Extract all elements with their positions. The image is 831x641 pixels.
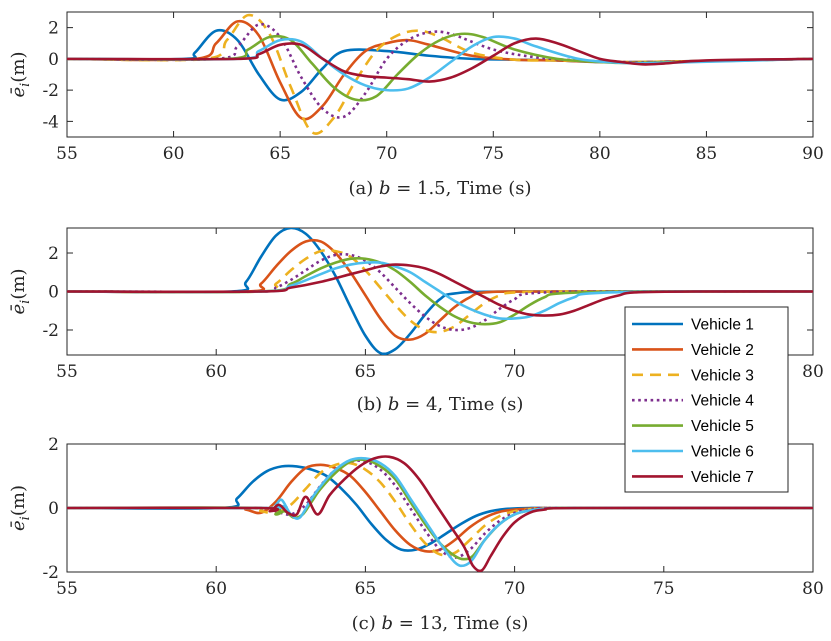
axes-box <box>66 11 814 138</box>
legend-label-vehicle-6: Vehicle 6 <box>691 444 754 461</box>
series-vehicle-6 <box>67 456 813 568</box>
x-tick-label: 55 <box>56 579 78 599</box>
series-vehicle-3 <box>67 248 813 334</box>
legend-label-vehicle-4: Vehicle 4 <box>691 393 754 410</box>
y-tick-label: 0 <box>48 499 59 519</box>
series-vehicle-1 <box>67 464 813 552</box>
x-tick-label: 90 <box>802 144 824 164</box>
x-tick-label: 55 <box>56 144 78 164</box>
x-tick-label: 60 <box>205 579 227 599</box>
panel-a: 55 60 65 70 75 80 85 90 -4 -2 0 2 (a) b = 1.5, Time … <box>8 11 824 199</box>
x-tick-label: 65 <box>269 144 291 164</box>
y-tick-label: 2 <box>48 435 59 455</box>
series-vehicle-1 <box>67 228 813 355</box>
legend-label-vehicle-1: Vehicle 1 <box>691 317 754 334</box>
panel-caption: (a) b = 1.5, Time (s) <box>348 178 531 199</box>
x-tick-label: 65 <box>355 579 377 599</box>
x-tick-label: 70 <box>504 362 526 382</box>
legend-label-vehicle-3: Vehicle 3 <box>691 367 754 384</box>
legend: Vehicle 1 Vehicle 2 Vehicle 3 Vehicle 4 Vehi… <box>624 306 789 493</box>
legend-label-vehicle-2: Vehicle 2 <box>691 342 754 359</box>
x-tick-label: 85 <box>696 144 718 164</box>
y-tick-label: -2 <box>42 563 59 583</box>
x-tick-label: 65 <box>355 362 377 382</box>
series-vehicle-3 <box>67 13 813 135</box>
series-group <box>67 13 813 135</box>
series-vehicle-5 <box>67 32 813 102</box>
x-tick-label: 60 <box>163 144 185 164</box>
y-tick-label: 0 <box>48 283 59 303</box>
y-tick-label: 2 <box>48 19 59 39</box>
panel-caption: (b) b = 4, Time (s) <box>357 394 524 415</box>
series-vehicle-4 <box>67 252 813 332</box>
legend-label-vehicle-5: Vehicle 5 <box>691 418 754 435</box>
y-tick-label: -4 <box>42 112 59 132</box>
x-tick-label: 60 <box>205 362 227 382</box>
y-axis-label: ēi(m) <box>8 269 33 315</box>
x-tick-label: 80 <box>802 362 824 382</box>
series-group <box>67 228 813 355</box>
x-tick-label: 80 <box>589 144 611 164</box>
legend-label-vehicle-7: Vehicle 7 <box>691 469 754 486</box>
series-vehicle-6 <box>67 260 813 321</box>
x-tick-label: 55 <box>56 362 78 382</box>
series-vehicle-7 <box>67 37 813 83</box>
series-vehicle-7 <box>67 263 813 317</box>
series-group <box>67 455 813 572</box>
x-tick-label: 75 <box>653 579 675 599</box>
y-tick-label: 2 <box>48 244 59 264</box>
series-vehicle-4 <box>67 22 813 119</box>
y-axis-label: ēi(m) <box>8 485 33 531</box>
series-vehicle-4 <box>67 459 813 559</box>
y-axis-label: ēi(m) <box>8 52 33 98</box>
series-vehicle-6 <box>67 35 813 92</box>
series-vehicle-5 <box>67 257 813 326</box>
x-tick-label: 70 <box>504 579 526 599</box>
series-vehicle-7 <box>67 455 813 572</box>
y-tick-label: -2 <box>42 81 59 101</box>
y-tick-label: 0 <box>48 50 59 70</box>
series-vehicle-2 <box>67 238 813 341</box>
panel-caption: (c) b = 13, Time (s) <box>352 613 529 634</box>
y-tick-label: -2 <box>42 321 59 341</box>
x-tick-label: 70 <box>376 144 398 164</box>
x-tick-label: 80 <box>802 579 824 599</box>
x-tick-label: 75 <box>482 144 504 164</box>
